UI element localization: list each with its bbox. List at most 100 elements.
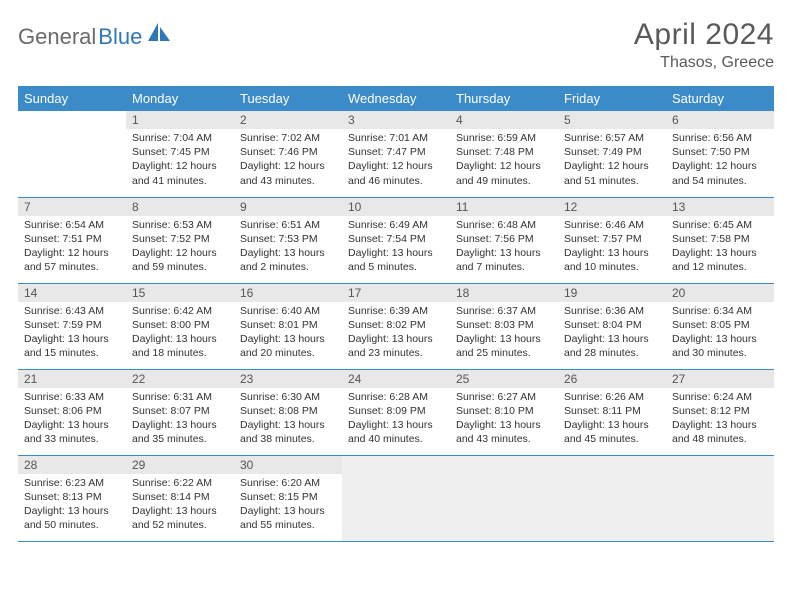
calendar-week-row: 14Sunrise: 6:43 AMSunset: 7:59 PMDayligh… xyxy=(18,283,774,369)
day-details: Sunrise: 6:22 AMSunset: 8:14 PMDaylight:… xyxy=(126,474,234,537)
sunset-line: Sunset: 7:47 PM xyxy=(348,145,444,159)
month-title: April 2024 xyxy=(634,18,774,52)
daylight-line: Daylight: 13 hours and 12 minutes. xyxy=(672,246,768,274)
sunset-line: Sunset: 8:10 PM xyxy=(456,404,552,418)
day-details: Sunrise: 6:46 AMSunset: 7:57 PMDaylight:… xyxy=(558,216,666,279)
day-details: Sunrise: 6:33 AMSunset: 8:06 PMDaylight:… xyxy=(18,388,126,451)
day-details: Sunrise: 6:48 AMSunset: 7:56 PMDaylight:… xyxy=(450,216,558,279)
sunset-line: Sunset: 7:59 PM xyxy=(24,318,120,332)
sunrise-line: Sunrise: 6:33 AM xyxy=(24,390,120,404)
day-details: Sunrise: 6:42 AMSunset: 8:00 PMDaylight:… xyxy=(126,302,234,365)
sunset-line: Sunset: 7:56 PM xyxy=(456,232,552,246)
day-number: 20 xyxy=(666,284,774,302)
weekday-header: Sunday xyxy=(18,86,126,111)
brand-word-1: General xyxy=(18,24,96,50)
day-number: 22 xyxy=(126,370,234,388)
day-details: Sunrise: 6:36 AMSunset: 8:04 PMDaylight:… xyxy=(558,302,666,365)
daylight-line: Daylight: 12 hours and 57 minutes. xyxy=(24,246,120,274)
day-details: Sunrise: 6:37 AMSunset: 8:03 PMDaylight:… xyxy=(450,302,558,365)
day-cell: 26Sunrise: 6:26 AMSunset: 8:11 PMDayligh… xyxy=(558,369,666,455)
day-cell: 30Sunrise: 6:20 AMSunset: 8:15 PMDayligh… xyxy=(234,455,342,541)
sunset-line: Sunset: 7:52 PM xyxy=(132,232,228,246)
sunrise-line: Sunrise: 6:31 AM xyxy=(132,390,228,404)
sunrise-line: Sunrise: 6:57 AM xyxy=(564,131,660,145)
day-number: 18 xyxy=(450,284,558,302)
sunrise-line: Sunrise: 6:45 AM xyxy=(672,218,768,232)
daylight-line: Daylight: 13 hours and 35 minutes. xyxy=(132,418,228,446)
sunset-line: Sunset: 7:45 PM xyxy=(132,145,228,159)
day-cell: 29Sunrise: 6:22 AMSunset: 8:14 PMDayligh… xyxy=(126,455,234,541)
sunset-line: Sunset: 7:58 PM xyxy=(672,232,768,246)
day-details: Sunrise: 6:51 AMSunset: 7:53 PMDaylight:… xyxy=(234,216,342,279)
trailing-cell xyxy=(558,455,666,541)
day-cell: 10Sunrise: 6:49 AMSunset: 7:54 PMDayligh… xyxy=(342,197,450,283)
day-cell: 2 Sunrise: 7:02 AMSunset: 7:46 PMDaylight… xyxy=(234,111,342,197)
weekday-header: Tuesday xyxy=(234,86,342,111)
day-details: Sunrise: 6:40 AMSunset: 8:01 PMDaylight:… xyxy=(234,302,342,365)
daylight-line: Daylight: 13 hours and 38 minutes. xyxy=(240,418,336,446)
day-cell: 28Sunrise: 6:23 AMSunset: 8:13 PMDayligh… xyxy=(18,455,126,541)
sunrise-line: Sunrise: 6:56 AM xyxy=(672,131,768,145)
sunset-line: Sunset: 8:13 PM xyxy=(24,490,120,504)
calendar-week-row: 7Sunrise: 6:54 AMSunset: 7:51 PMDaylight… xyxy=(18,197,774,283)
sunrise-line: Sunrise: 6:20 AM xyxy=(240,476,336,490)
daylight-line: Daylight: 12 hours and 51 minutes. xyxy=(564,159,660,187)
sunrise-line: Sunrise: 7:04 AM xyxy=(132,131,228,145)
sunrise-line: Sunrise: 6:23 AM xyxy=(24,476,120,490)
day-cell: 9Sunrise: 6:51 AMSunset: 7:53 PMDaylight… xyxy=(234,197,342,283)
sunset-line: Sunset: 8:03 PM xyxy=(456,318,552,332)
weekday-header: Friday xyxy=(558,86,666,111)
daylight-line: Daylight: 13 hours and 48 minutes. xyxy=(672,418,768,446)
calendar-body: 1Sunrise: 7:04 AMSunset: 7:45 PMDaylight… xyxy=(18,111,774,541)
day-number: 7 xyxy=(18,198,126,216)
day-number: 5 xyxy=(558,111,666,129)
sunrise-line: Sunrise: 6:30 AM xyxy=(240,390,336,404)
sunset-line: Sunset: 7:46 PM xyxy=(240,145,336,159)
sunrise-line: Sunrise: 6:54 AM xyxy=(24,218,120,232)
sunrise-line: Sunrise: 6:26 AM xyxy=(564,390,660,404)
day-number: 2 xyxy=(234,111,342,129)
sunset-line: Sunset: 8:04 PM xyxy=(564,318,660,332)
day-details: Sunrise: 6:34 AMSunset: 8:05 PMDaylight:… xyxy=(666,302,774,365)
sunrise-line: Sunrise: 6:34 AM xyxy=(672,304,768,318)
day-details: Sunrise: 7:01 AMSunset: 7:47 PMDaylight:… xyxy=(342,129,450,192)
day-details: Sunrise: 6:57 AMSunset: 7:49 PMDaylight:… xyxy=(558,129,666,192)
daylight-line: Daylight: 12 hours and 43 minutes. xyxy=(240,159,336,187)
day-number: 30 xyxy=(234,456,342,474)
day-cell: 15Sunrise: 6:42 AMSunset: 8:00 PMDayligh… xyxy=(126,283,234,369)
sunrise-line: Sunrise: 6:27 AM xyxy=(456,390,552,404)
day-cell: 16Sunrise: 6:40 AMSunset: 8:01 PMDayligh… xyxy=(234,283,342,369)
sunrise-line: Sunrise: 7:02 AM xyxy=(240,131,336,145)
day-details: Sunrise: 6:27 AMSunset: 8:10 PMDaylight:… xyxy=(450,388,558,451)
sunset-line: Sunset: 8:07 PM xyxy=(132,404,228,418)
day-details: Sunrise: 6:24 AMSunset: 8:12 PMDaylight:… xyxy=(666,388,774,451)
day-cell: 17Sunrise: 6:39 AMSunset: 8:02 PMDayligh… xyxy=(342,283,450,369)
day-details: Sunrise: 6:31 AMSunset: 8:07 PMDaylight:… xyxy=(126,388,234,451)
trailing-cell xyxy=(666,455,774,541)
day-cell: 25Sunrise: 6:27 AMSunset: 8:10 PMDayligh… xyxy=(450,369,558,455)
sunset-line: Sunset: 7:50 PM xyxy=(672,145,768,159)
daylight-line: Daylight: 13 hours and 45 minutes. xyxy=(564,418,660,446)
day-number: 11 xyxy=(450,198,558,216)
day-number: 27 xyxy=(666,370,774,388)
day-number: 15 xyxy=(126,284,234,302)
day-number: 10 xyxy=(342,198,450,216)
daylight-line: Daylight: 13 hours and 10 minutes. xyxy=(564,246,660,274)
day-number: 12 xyxy=(558,198,666,216)
day-cell: 20Sunrise: 6:34 AMSunset: 8:05 PMDayligh… xyxy=(666,283,774,369)
sunset-line: Sunset: 8:08 PM xyxy=(240,404,336,418)
sunrise-line: Sunrise: 6:48 AM xyxy=(456,218,552,232)
title-block: April 2024 Thasos, Greece xyxy=(634,18,774,72)
day-cell: 3Sunrise: 7:01 AMSunset: 7:47 PMDaylight… xyxy=(342,111,450,197)
sunrise-line: Sunrise: 6:46 AM xyxy=(564,218,660,232)
sunset-line: Sunset: 7:51 PM xyxy=(24,232,120,246)
sunrise-line: Sunrise: 6:36 AM xyxy=(564,304,660,318)
weekday-header: Monday xyxy=(126,86,234,111)
sunrise-line: Sunrise: 6:43 AM xyxy=(24,304,120,318)
day-cell: 14Sunrise: 6:43 AMSunset: 7:59 PMDayligh… xyxy=(18,283,126,369)
calendar-week-row: 28Sunrise: 6:23 AMSunset: 8:13 PMDayligh… xyxy=(18,455,774,541)
day-number: 9 xyxy=(234,198,342,216)
day-details: Sunrise: 6:23 AMSunset: 8:13 PMDaylight:… xyxy=(18,474,126,537)
day-details: Sunrise: 6:56 AMSunset: 7:50 PMDaylight:… xyxy=(666,129,774,192)
weekday-header-row: SundayMondayTuesdayWednesdayThursdayFrid… xyxy=(18,86,774,111)
